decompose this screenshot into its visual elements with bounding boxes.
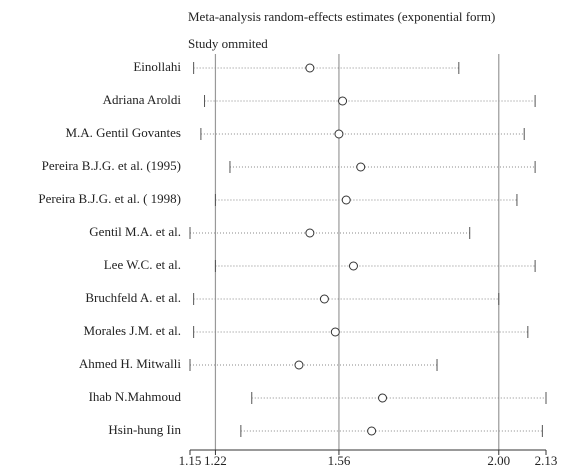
estimate	[334, 129, 344, 139]
estimate	[319, 294, 329, 304]
estimate	[356, 162, 366, 172]
x-tick-label: 1.15	[179, 453, 202, 468]
y-tick-label: Adriana Aroldi	[103, 92, 182, 107]
y-tick-label: Ihab N.Mahmoud	[89, 389, 182, 404]
estimate	[294, 360, 304, 370]
y-tick-label: Bruchfeld A. et al.	[85, 290, 181, 305]
y-tick-label: Ahmed H. Mitwalli	[79, 356, 182, 371]
estimate	[341, 195, 351, 205]
estimate	[305, 63, 315, 73]
x-tick-label: 1.56	[328, 453, 351, 468]
estimate	[348, 261, 358, 271]
chart-title: Meta-analysis random-effects estimates (…	[188, 9, 495, 24]
x-tick-label: 1.22	[204, 453, 227, 468]
y-tick-label: Pereira B.J.G. et al. ( 1998)	[38, 191, 181, 206]
estimate	[338, 96, 348, 106]
estimate	[378, 393, 388, 403]
estimate	[305, 228, 315, 238]
y-tick-label: Lee W.C. et al.	[104, 257, 181, 272]
y-tick-label: M.A. Gentil Govantes	[65, 125, 181, 140]
y-tick-label: Hsin-hung Iin	[108, 422, 181, 437]
x-tick-label: 2.00	[487, 453, 510, 468]
estimate	[330, 327, 340, 337]
x-tick-label: 2.13	[535, 453, 558, 468]
y-tick-label: Gentil M.A. et al.	[89, 224, 181, 239]
y-tick-label: Morales J.M. et al.	[84, 323, 181, 338]
estimate	[367, 426, 377, 436]
chart-subtitle: Study ommited	[188, 36, 268, 51]
y-tick-label: Einollahi	[133, 59, 181, 74]
y-tick-label: Pereira B.J.G. et al. (1995)	[42, 158, 181, 173]
